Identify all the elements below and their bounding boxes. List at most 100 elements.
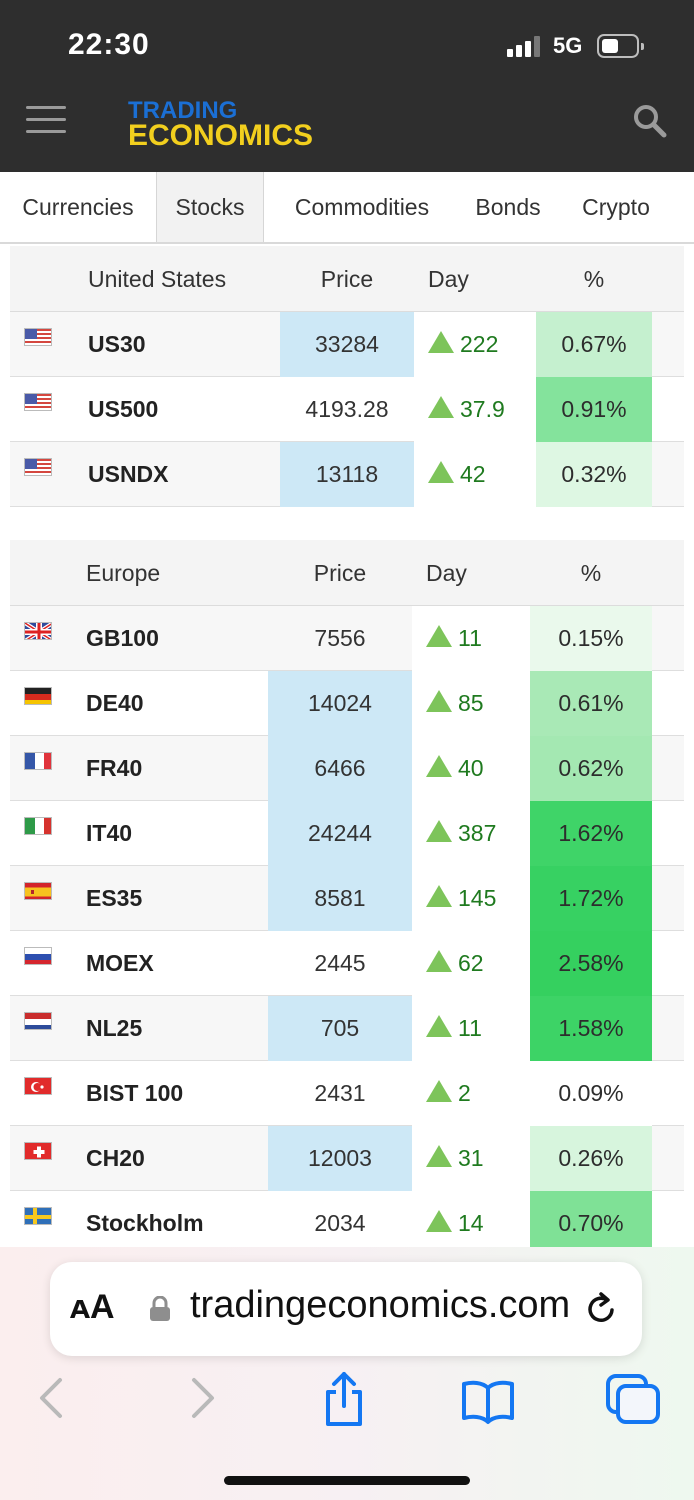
price-cell: 8581	[268, 866, 412, 931]
table-row[interactable]: NL25 705 11 1.58%	[10, 996, 684, 1061]
up-arrow-icon	[426, 755, 452, 777]
day-change-cell: 387	[412, 801, 530, 866]
us-flag-icon	[24, 458, 52, 476]
table-row[interactable]: IT40 24244 387 1.62%	[10, 801, 684, 866]
day-change-value: 145	[458, 885, 497, 911]
percent-change-cell: 0.15%	[530, 606, 652, 671]
search-icon[interactable]	[632, 103, 668, 139]
day-change-cell: 31	[412, 1126, 530, 1191]
tab-crypto[interactable]: Crypto	[582, 194, 650, 220]
day-change-value: 14	[458, 1210, 484, 1236]
address-bar[interactable]: ᴀA tradingeconomics.com	[50, 1262, 642, 1356]
market-tabs: Currencies Stocks Commodities Bonds Cryp…	[0, 172, 694, 244]
up-arrow-icon	[428, 461, 454, 483]
index-name[interactable]: FR40	[86, 755, 143, 781]
us-flag-icon	[24, 328, 52, 346]
index-name[interactable]: MOEX	[86, 950, 154, 976]
table-row[interactable]: GB100 7556 11 0.15%	[10, 606, 684, 671]
table-row[interactable]: CH20 12003 31 0.26%	[10, 1126, 684, 1191]
day-change-cell: 145	[412, 866, 530, 931]
share-icon[interactable]	[314, 1370, 374, 1430]
percent-header: %	[580, 560, 602, 586]
day-change-cell: 14	[412, 1191, 530, 1256]
table-row[interactable]: ES35 8581 145 1.72%	[10, 866, 684, 931]
day-change-cell: 85	[412, 671, 530, 736]
forward-icon[interactable]	[172, 1370, 232, 1430]
price-cell: 7556	[314, 625, 366, 651]
day-change-cell: 222	[414, 312, 536, 377]
us-flag-icon	[24, 393, 52, 411]
percent-change-cell: 1.72%	[530, 866, 652, 931]
percent-change-cell: 0.91%	[536, 377, 652, 442]
day-change-cell: 42	[414, 442, 536, 507]
index-name[interactable]: US500	[88, 396, 159, 422]
text-size-button[interactable]: ᴀA	[70, 1288, 115, 1326]
tab-commodities[interactable]: Commodities	[294, 194, 430, 220]
menu-icon[interactable]	[26, 106, 66, 134]
index-name[interactable]: US30	[88, 331, 146, 357]
home-indicator	[224, 1476, 470, 1485]
up-arrow-icon	[426, 1145, 452, 1167]
index-name[interactable]: USNDX	[88, 461, 169, 487]
index-name[interactable]: DE40	[86, 690, 144, 716]
table-row[interactable]: BIST 100 2431 2 0.09%	[10, 1061, 684, 1126]
lock-icon	[148, 1295, 172, 1322]
index-name[interactable]: ES35	[86, 885, 143, 911]
day-change-cell: 62	[412, 931, 530, 996]
bookmarks-icon[interactable]	[458, 1370, 518, 1430]
europe-indices-table: Europe Price Day % GB100 7556 11 0.15% DE40 1…	[10, 540, 684, 1256]
table-row[interactable]: USNDX 13118 42 0.32%	[10, 442, 684, 507]
tabs-icon[interactable]	[604, 1370, 664, 1430]
table-row[interactable]: FR40 6466 40 0.62%	[10, 736, 684, 801]
day-change-value: 37.9	[460, 396, 505, 422]
battery-icon	[597, 34, 644, 58]
price-cell: 13118	[280, 442, 414, 507]
day-change-value: 85	[458, 690, 484, 716]
region-header: United States	[88, 266, 227, 292]
percent-change-cell: 0.61%	[530, 671, 652, 736]
day-header: Day	[426, 560, 467, 586]
back-icon[interactable]	[22, 1370, 82, 1430]
tab-stocks[interactable]: Stocks	[156, 172, 264, 242]
index-name[interactable]: NL25	[86, 1015, 143, 1041]
logo[interactable]: TRADING ECONOMICS	[128, 99, 313, 151]
index-name[interactable]: Stockholm	[86, 1210, 204, 1236]
reload-icon[interactable]	[584, 1290, 620, 1328]
tab-currencies[interactable]: Currencies	[22, 194, 134, 220]
turkey-flag-icon	[24, 1077, 52, 1095]
table-row[interactable]: US500 4193.28 37.9 0.91%	[10, 377, 684, 442]
uk-flag-icon	[24, 622, 52, 640]
spain-flag-icon	[24, 882, 52, 900]
status-time: 22:30	[68, 28, 150, 61]
day-change-value: 387	[458, 820, 497, 846]
index-name[interactable]: BIST 100	[86, 1080, 184, 1106]
up-arrow-icon	[428, 331, 454, 353]
index-name[interactable]: CH20	[86, 1145, 145, 1171]
day-change-cell: 2	[412, 1061, 530, 1126]
percent-change-cell: 0.67%	[536, 312, 652, 377]
tab-bonds[interactable]: Bonds	[475, 194, 541, 220]
up-arrow-icon	[426, 885, 452, 907]
price-cell: 2445	[314, 950, 366, 976]
up-arrow-icon	[426, 1080, 452, 1102]
region-header: Europe	[86, 560, 161, 586]
table-row[interactable]: Stockholm 2034 14 0.70%	[10, 1191, 684, 1256]
price-cell: 6466	[268, 736, 412, 801]
up-arrow-icon	[426, 1210, 452, 1232]
percent-change-cell: 0.26%	[530, 1126, 652, 1191]
table-row[interactable]: DE40 14024 85 0.61%	[10, 671, 684, 736]
table-row[interactable]: US30 33284 222 0.67%	[10, 312, 684, 377]
day-change-value: 31	[458, 1145, 484, 1171]
percent-change-cell: 0.62%	[530, 736, 652, 801]
table-row[interactable]: MOEX 2445 62 2.58%	[10, 931, 684, 996]
germany-flag-icon	[24, 687, 52, 705]
price-cell: 12003	[268, 1126, 412, 1191]
day-change-value: 2	[458, 1080, 471, 1106]
price-cell: 24244	[268, 801, 412, 866]
index-name[interactable]: IT40	[86, 820, 133, 846]
percent-change-cell: 0.70%	[530, 1191, 652, 1256]
percent-change-cell: 1.62%	[530, 801, 652, 866]
cellular-signal-icon	[507, 35, 543, 57]
index-name[interactable]: GB100	[86, 625, 159, 651]
percent-change-cell: 2.58%	[530, 931, 652, 996]
